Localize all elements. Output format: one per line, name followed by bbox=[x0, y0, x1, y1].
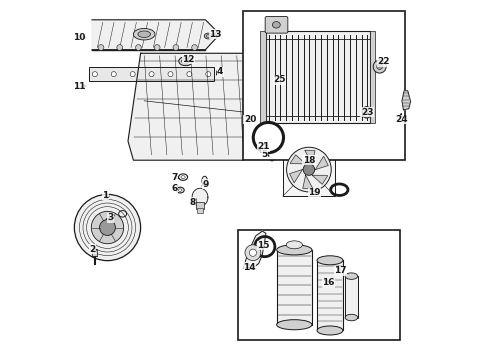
Circle shape bbox=[111, 72, 116, 77]
Text: 11: 11 bbox=[73, 82, 85, 91]
Circle shape bbox=[303, 164, 315, 175]
Polygon shape bbox=[402, 91, 411, 110]
Circle shape bbox=[92, 72, 98, 77]
Bar bbox=[196, 202, 204, 209]
Text: 2: 2 bbox=[90, 245, 96, 253]
Ellipse shape bbox=[345, 273, 358, 279]
Ellipse shape bbox=[202, 176, 207, 185]
Bar bbox=[261, 31, 266, 123]
Ellipse shape bbox=[179, 57, 193, 66]
Text: 12: 12 bbox=[182, 55, 195, 63]
Polygon shape bbox=[92, 20, 220, 50]
Circle shape bbox=[154, 45, 160, 50]
Ellipse shape bbox=[181, 176, 185, 179]
Text: 20: 20 bbox=[244, 115, 256, 124]
Ellipse shape bbox=[204, 33, 212, 39]
FancyBboxPatch shape bbox=[265, 17, 288, 33]
Polygon shape bbox=[312, 175, 328, 184]
Circle shape bbox=[249, 249, 257, 256]
Polygon shape bbox=[305, 150, 315, 164]
Text: 13: 13 bbox=[209, 30, 221, 39]
Polygon shape bbox=[290, 155, 306, 164]
Circle shape bbox=[168, 72, 173, 77]
Ellipse shape bbox=[182, 59, 190, 64]
Circle shape bbox=[98, 45, 104, 50]
Bar bbox=[197, 208, 203, 213]
Text: 21: 21 bbox=[257, 143, 270, 152]
Bar bbox=[283, 143, 335, 196]
Bar bbox=[90, 67, 214, 81]
Bar bbox=[266, 31, 370, 123]
Text: 10: 10 bbox=[73, 33, 85, 42]
Polygon shape bbox=[316, 156, 328, 170]
Text: 16: 16 bbox=[322, 278, 335, 287]
Ellipse shape bbox=[345, 314, 358, 321]
Ellipse shape bbox=[362, 107, 371, 118]
Circle shape bbox=[130, 72, 135, 77]
Circle shape bbox=[149, 72, 154, 77]
Ellipse shape bbox=[206, 35, 210, 37]
Bar bbox=[370, 31, 374, 123]
Text: 9: 9 bbox=[203, 180, 209, 189]
Circle shape bbox=[173, 45, 179, 50]
Text: 5: 5 bbox=[261, 150, 268, 158]
Polygon shape bbox=[243, 231, 266, 268]
Circle shape bbox=[377, 64, 383, 69]
Circle shape bbox=[117, 45, 122, 50]
Circle shape bbox=[136, 45, 141, 50]
Text: 7: 7 bbox=[171, 173, 177, 181]
Ellipse shape bbox=[269, 152, 275, 161]
Text: 15: 15 bbox=[257, 241, 270, 250]
Text: 18: 18 bbox=[303, 156, 315, 165]
Ellipse shape bbox=[317, 256, 343, 265]
Ellipse shape bbox=[286, 241, 302, 249]
Text: 3: 3 bbox=[107, 213, 114, 222]
Polygon shape bbox=[128, 53, 279, 160]
Text: 8: 8 bbox=[189, 198, 196, 207]
Ellipse shape bbox=[133, 28, 155, 40]
Text: 6: 6 bbox=[171, 184, 177, 193]
Bar bbox=[317, 260, 343, 330]
Bar bbox=[277, 250, 312, 325]
Circle shape bbox=[91, 211, 123, 244]
Bar bbox=[345, 276, 358, 318]
Text: 4: 4 bbox=[217, 68, 223, 77]
Circle shape bbox=[245, 245, 261, 261]
Ellipse shape bbox=[176, 187, 184, 193]
Ellipse shape bbox=[138, 31, 150, 37]
Ellipse shape bbox=[317, 326, 343, 335]
Circle shape bbox=[74, 194, 141, 261]
Circle shape bbox=[192, 45, 197, 50]
Circle shape bbox=[373, 60, 386, 73]
Polygon shape bbox=[192, 188, 208, 206]
Circle shape bbox=[99, 220, 116, 235]
Ellipse shape bbox=[277, 320, 312, 330]
Text: 1: 1 bbox=[102, 191, 109, 199]
Polygon shape bbox=[303, 175, 313, 189]
Text: 17: 17 bbox=[334, 266, 347, 275]
Polygon shape bbox=[290, 170, 302, 183]
Ellipse shape bbox=[178, 189, 182, 192]
Text: 14: 14 bbox=[243, 263, 255, 271]
Text: 19: 19 bbox=[308, 188, 320, 197]
Ellipse shape bbox=[272, 22, 280, 28]
Bar bbox=[243, 11, 405, 160]
Text: 22: 22 bbox=[377, 57, 390, 66]
Bar bbox=[238, 230, 400, 340]
Text: 25: 25 bbox=[273, 76, 286, 85]
Bar bbox=[92, 249, 98, 256]
Circle shape bbox=[206, 72, 211, 77]
Text: 23: 23 bbox=[361, 108, 373, 117]
Text: 24: 24 bbox=[395, 115, 407, 124]
Circle shape bbox=[187, 72, 192, 77]
Ellipse shape bbox=[277, 245, 312, 255]
Ellipse shape bbox=[178, 174, 188, 180]
Circle shape bbox=[287, 147, 331, 192]
